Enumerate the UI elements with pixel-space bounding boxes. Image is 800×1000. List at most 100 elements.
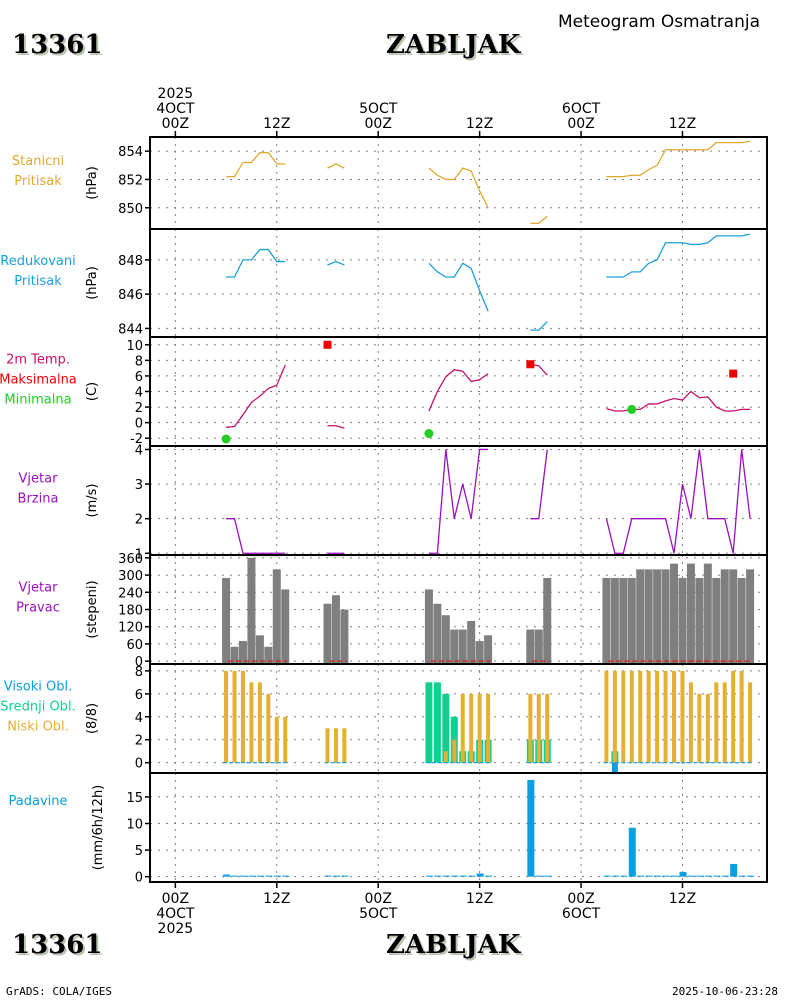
y-tick-label: 0 — [135, 655, 143, 670]
precip-bar — [451, 875, 459, 877]
wind-dir-bar — [424, 589, 433, 664]
cloud-low-bar — [274, 716, 279, 763]
y-tick-label: 6 — [135, 688, 143, 703]
series-line — [530, 215, 548, 224]
y-tick-label: 3 — [135, 478, 143, 493]
cloud-low-bar — [545, 693, 550, 763]
cloud-low-bar — [266, 693, 271, 763]
y-axis-label: (hPa) — [85, 166, 100, 200]
wind-dir-bar — [450, 629, 459, 664]
wind-dir-bar — [695, 577, 704, 664]
cloud-low-bar — [621, 670, 626, 763]
y-tick-label: 848 — [118, 254, 143, 269]
cloud-low-bar — [629, 670, 634, 763]
panel-label: Visoki Obl. — [4, 680, 72, 695]
top-time-label: 5OCT — [359, 101, 398, 117]
y-tick-label: 8 — [135, 665, 143, 680]
panel-label: Maksimalna — [0, 373, 77, 388]
cloud-low-bar — [739, 670, 744, 763]
precip-bar — [485, 875, 493, 877]
top-time-label: 12Z — [263, 116, 290, 132]
series-line — [606, 233, 751, 278]
top-time-label: 2025 — [158, 86, 194, 102]
series-line — [530, 449, 548, 520]
y-tick-label: 4 — [135, 443, 143, 458]
panel-frame — [149, 228, 768, 338]
series-line — [226, 248, 286, 278]
tmax-marker — [526, 360, 535, 369]
series-line — [428, 369, 489, 412]
cloud-low-bar — [224, 670, 229, 763]
y-tick-label: 4 — [135, 711, 143, 726]
y-tick-label: 1 — [135, 547, 143, 562]
cloud-low-bar — [486, 693, 491, 763]
y-tick-label: 2 — [135, 513, 143, 528]
precip-bar — [476, 873, 484, 877]
meteogram-subtitle: Meteogram Osmatranja — [558, 12, 761, 32]
y-axis-label: (C) — [85, 382, 100, 401]
series-line — [327, 163, 345, 169]
y-axis-label: (hPa) — [85, 266, 100, 300]
wind-dir-bar — [238, 641, 247, 664]
cloud-low-bar — [638, 670, 643, 763]
wind-dir-bar — [272, 569, 281, 664]
cloud-low-bar — [477, 693, 482, 763]
panel-label: Vjetar — [19, 472, 59, 487]
y-tick-label: 2 — [135, 734, 143, 749]
series-line — [226, 364, 286, 428]
precip-bar — [535, 875, 543, 877]
precip-bar — [265, 875, 273, 877]
panel-label: Minimalna — [4, 393, 71, 408]
y-tick-label: 854 — [118, 145, 143, 160]
panel-frame — [149, 336, 768, 447]
precip-bar — [434, 875, 442, 877]
y-tick-label: 844 — [118, 322, 143, 337]
bottom-time-label: 4OCT — [156, 906, 195, 922]
cloud-low-bar — [452, 739, 457, 763]
series-line — [226, 518, 286, 554]
precip-bar — [239, 875, 247, 877]
cloud-low-bar — [655, 670, 660, 763]
wind-dir-bar — [720, 569, 729, 664]
y-tick-label: 8 — [135, 354, 143, 369]
panel-frame — [149, 772, 768, 883]
panel-label: Brzina — [18, 492, 59, 507]
station-id-top: 13361 — [12, 30, 103, 60]
precip-bar — [256, 875, 264, 877]
y-tick-label: 180 — [118, 604, 143, 619]
top-time-label: 6OCT — [562, 101, 601, 117]
cloud-low-bar — [536, 693, 541, 763]
cloud-low-bar — [333, 728, 338, 763]
panel-label: Redukovani — [0, 254, 75, 269]
station-id-bottom: 13361 — [12, 930, 103, 960]
y-tick-label: 15 — [126, 791, 143, 806]
panel-precipitation: 0 5 10 15 (mm/6h/12h) Padavine — [9, 772, 768, 886]
bottom-time-label: 12Z — [263, 891, 290, 907]
wind-dir-bar — [610, 577, 619, 664]
top-time-label: 00Z — [567, 116, 594, 132]
precip-bar — [696, 875, 704, 877]
precip-bar — [527, 779, 535, 877]
y-tick-label: 4 — [135, 386, 143, 401]
series-line — [226, 151, 286, 178]
wind-dir-bar — [653, 569, 662, 664]
cloud-low-bar — [697, 693, 702, 763]
panel-label: Padavine — [9, 794, 68, 809]
y-tick-label: 120 — [118, 621, 143, 636]
y-axis-label: (8/8) — [85, 703, 100, 734]
y-tick-label: 10 — [126, 818, 143, 833]
precip-bar — [671, 875, 679, 877]
wind-dir-bar — [644, 569, 653, 664]
top-time-label: 4OCT — [156, 101, 195, 117]
precip-bar — [248, 875, 256, 877]
wind-dir-bar — [636, 569, 645, 664]
y-axis-label: (m/s) — [85, 484, 100, 518]
y-tick-label: 10 — [126, 339, 143, 354]
panel-station_pressure: 850 852 854 (hPa) Stanicni Pritisak — [12, 136, 768, 230]
bottom-time-label: 2025 — [158, 921, 194, 937]
cloud-low-bar — [663, 670, 668, 763]
wind-dir-bar — [323, 603, 332, 664]
tmin-marker — [627, 404, 637, 414]
precip-bar — [332, 875, 340, 877]
wind-dir-bar — [746, 569, 755, 664]
